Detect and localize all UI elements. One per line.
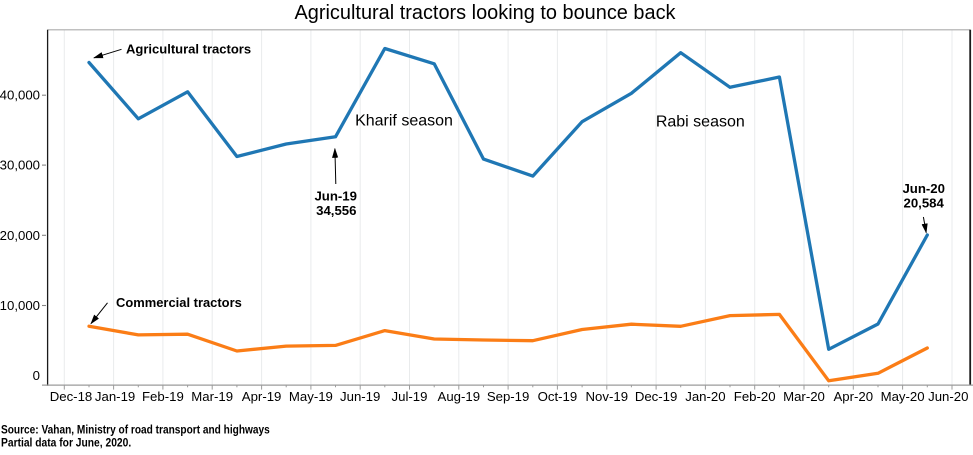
svg-text:May-19: May-19: [289, 389, 333, 404]
svg-text:Mar-19: Mar-19: [191, 389, 233, 404]
svg-text:Dec-19: Dec-19: [635, 389, 678, 404]
svg-text:30,000: 30,000: [0, 158, 40, 173]
svg-text:Jun-19: Jun-19: [340, 389, 380, 404]
svg-text:Nov-19: Nov-19: [586, 389, 629, 404]
svg-text:Dec-18: Dec-18: [50, 389, 93, 404]
svg-text:Apr-20: Apr-20: [834, 389, 874, 404]
svg-text:Kharif season: Kharif season: [355, 113, 453, 130]
svg-text:20,000: 20,000: [0, 228, 40, 243]
svg-text:Jan-19: Jan-19: [95, 389, 135, 404]
svg-text:Source: Vahan, Ministry of roa: Source: Vahan, Ministry of road transpor…: [1, 425, 270, 437]
svg-text:40,000: 40,000: [0, 87, 40, 102]
svg-text:Jun-20: Jun-20: [928, 389, 968, 404]
svg-text:Feb-19: Feb-19: [142, 389, 184, 404]
svg-text:Agricultural tractors: Agricultural tractors: [126, 42, 251, 57]
svg-text:Jan-20: Jan-20: [685, 389, 725, 404]
svg-text:Agricultural tractors looking: Agricultural tractors looking to bounce …: [295, 2, 677, 24]
svg-text:Commercial tractors: Commercial tractors: [116, 295, 242, 310]
svg-text:34,556: 34,556: [316, 203, 356, 218]
svg-text:0: 0: [33, 368, 40, 383]
svg-text:May-20: May-20: [881, 389, 925, 404]
svg-text:Jun-20: Jun-20: [902, 181, 945, 196]
svg-text:Sep-19: Sep-19: [487, 389, 530, 404]
svg-text:Mar-20: Mar-20: [783, 389, 825, 404]
svg-text:Aug-19: Aug-19: [438, 389, 481, 404]
svg-text:Rabi season: Rabi season: [656, 113, 745, 130]
svg-text:20,584: 20,584: [904, 196, 945, 211]
svg-text:Oct-19: Oct-19: [538, 389, 578, 404]
svg-text:Feb-20: Feb-20: [734, 389, 776, 404]
svg-text:Jul-19: Jul-19: [392, 389, 428, 404]
svg-text:Apr-19: Apr-19: [242, 389, 282, 404]
svg-text:Partial data for June, 2020.: Partial data for June, 2020.: [1, 437, 131, 449]
svg-text:Jun-19: Jun-19: [314, 189, 357, 204]
svg-text:10,000: 10,000: [0, 298, 40, 313]
